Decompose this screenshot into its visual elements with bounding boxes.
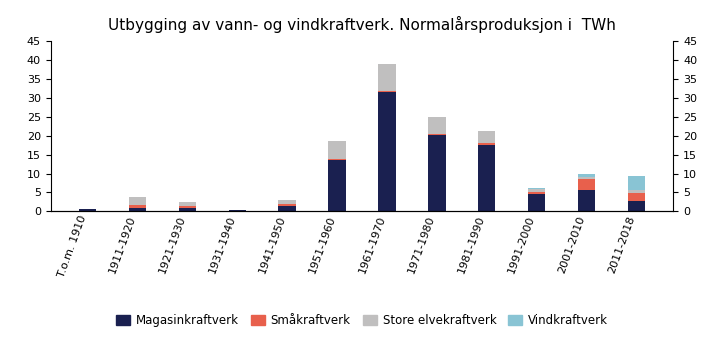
- Legend: Magasinkraftverk, Småkraftverk, Store elvekraftverk, Vindkraftverk: Magasinkraftverk, Småkraftverk, Store el…: [111, 309, 613, 332]
- Bar: [378, 64, 395, 91]
- Bar: [578, 179, 595, 190]
- Bar: [628, 201, 645, 211]
- Bar: [428, 134, 445, 211]
- Bar: [279, 204, 296, 206]
- Bar: [428, 117, 445, 134]
- Bar: [129, 205, 146, 208]
- Bar: [628, 190, 645, 193]
- Bar: [528, 188, 545, 190]
- Bar: [578, 190, 595, 211]
- Bar: [179, 206, 196, 208]
- Bar: [478, 143, 495, 145]
- Bar: [79, 209, 96, 211]
- Bar: [478, 131, 495, 143]
- Bar: [528, 192, 545, 194]
- Bar: [329, 159, 346, 160]
- Bar: [329, 160, 346, 211]
- Bar: [229, 209, 246, 211]
- Bar: [628, 193, 645, 201]
- Bar: [129, 208, 146, 211]
- Bar: [329, 141, 346, 159]
- Bar: [129, 197, 146, 205]
- Bar: [279, 206, 296, 211]
- Bar: [179, 202, 196, 206]
- Bar: [478, 145, 495, 211]
- Bar: [528, 194, 545, 211]
- Bar: [578, 174, 595, 177]
- Bar: [378, 91, 395, 92]
- Bar: [179, 208, 196, 211]
- Bar: [528, 190, 545, 192]
- Bar: [378, 92, 395, 211]
- Title: Utbygging av vann- og vindkraftverk. Normalårsproduksjon i  TWh: Utbygging av vann- og vindkraftverk. Nor…: [108, 16, 616, 33]
- Bar: [628, 176, 645, 190]
- Bar: [279, 200, 296, 204]
- Bar: [578, 177, 595, 179]
